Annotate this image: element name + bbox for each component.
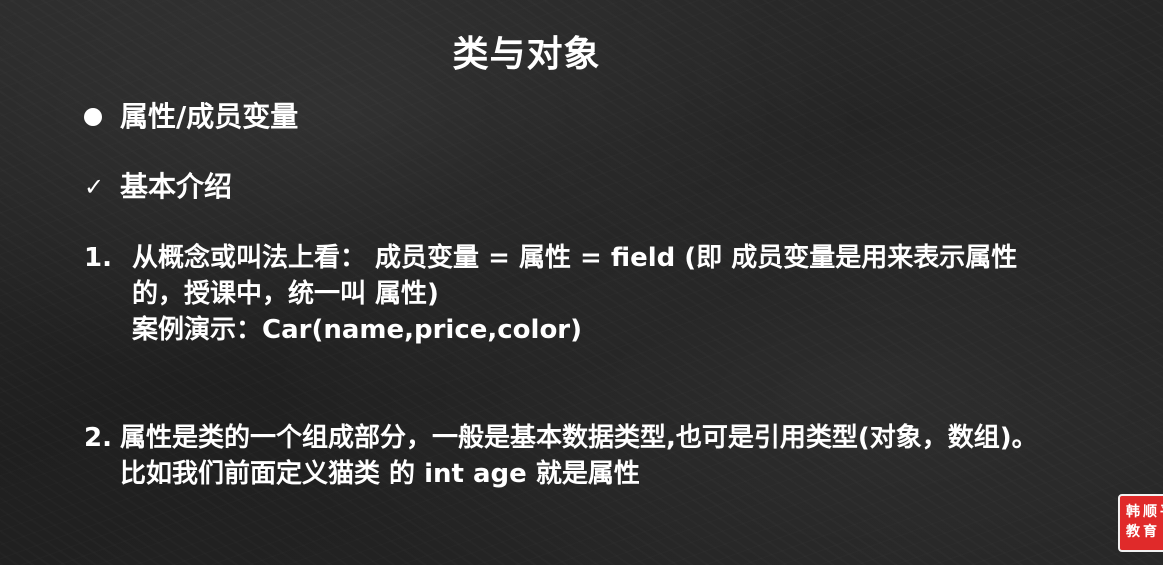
check-heading-text: 基本介绍 [120, 170, 233, 203]
list-item-1-number: 1. [84, 243, 112, 273]
bullet-heading: 属性/成员变量 [84, 97, 298, 137]
list-item-1-body: 从概念或叫法上看： 成员变量 = 属性 = field (即 成员变量是用来表示… [84, 240, 1144, 348]
brand-logo: 韩顺平 教育 [1118, 494, 1163, 552]
list-item-2-number: 2. [84, 423, 112, 453]
bullet-dot-icon [84, 108, 102, 126]
list-item-2: 2. 属性是类的一个组成部分，一般是基本数据类型,也可是引用类型(对象，数组)。… [84, 420, 1159, 492]
list-item-1-line-1: 从概念或叫法上看： 成员变量 = 属性 = field (即 成员变量是用来表示… [132, 243, 1018, 273]
list-item-1-line-2: 的，授课中，统一叫 属性) [132, 279, 439, 309]
list-item-2-body: 属性是类的一个组成部分，一般是基本数据类型,也可是引用类型(对象，数组)。 比如… [84, 420, 1159, 492]
list-item-2-line-1: 属性是类的一个组成部分，一般是基本数据类型,也可是引用类型(对象，数组)。 [120, 423, 1038, 453]
bullet-heading-text: 属性/成员变量 [120, 100, 299, 133]
brand-logo-line-2: 教育 [1126, 524, 1160, 540]
check-heading: ✓ 基本介绍 [84, 167, 232, 207]
list-item-1: 1. 从概念或叫法上看： 成员变量 = 属性 = field (即 成员变量是用… [84, 240, 1144, 348]
brand-logo-line-1: 韩顺平 [1126, 504, 1163, 520]
check-mark-icon: ✓ [84, 173, 105, 201]
list-item-2-line-2: 比如我们前面定义猫类 的 int age 就是属性 [120, 459, 640, 489]
list-item-1-line-3: 案例演示：Car(name,price,color) [132, 315, 583, 345]
slide-title: 类与对象 [452, 34, 601, 75]
